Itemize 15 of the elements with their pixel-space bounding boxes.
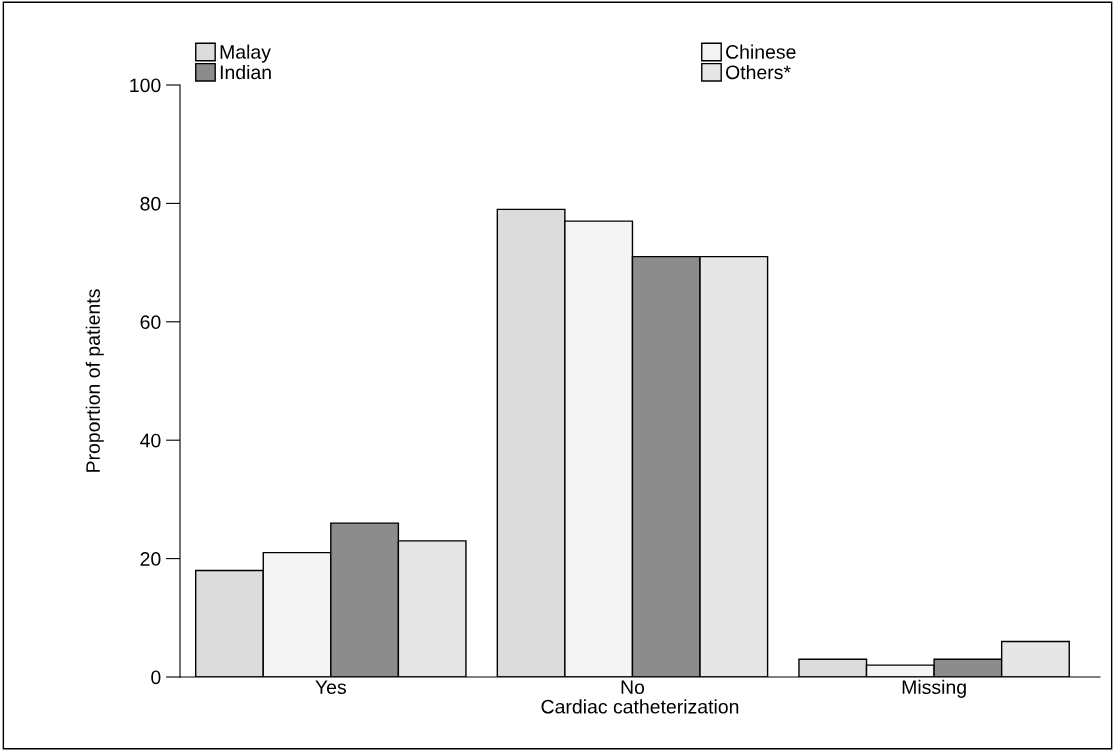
- y-tick-label: 0: [151, 670, 161, 685]
- y-tick-label: 100: [130, 78, 161, 93]
- x-axis-title: Cardiac catheterization: [541, 699, 739, 714]
- y-axis-title: Proportion of patients: [85, 289, 104, 472]
- y-tick-label: 40: [140, 433, 161, 448]
- y-tick-label: 60: [140, 315, 161, 330]
- legend-label: Malay: [220, 44, 271, 63]
- x-tick-label: No: [621, 680, 645, 695]
- x-tick-label: Yes: [315, 680, 346, 695]
- x-tick-label: Missing: [902, 679, 966, 698]
- y-tick-label: 80: [140, 196, 161, 211]
- legend-label: Others*: [726, 64, 791, 80]
- y-tick-label: 20: [140, 552, 161, 566]
- legend-label: Chinese: [726, 44, 796, 59]
- legend-label: Indian: [220, 64, 271, 80]
